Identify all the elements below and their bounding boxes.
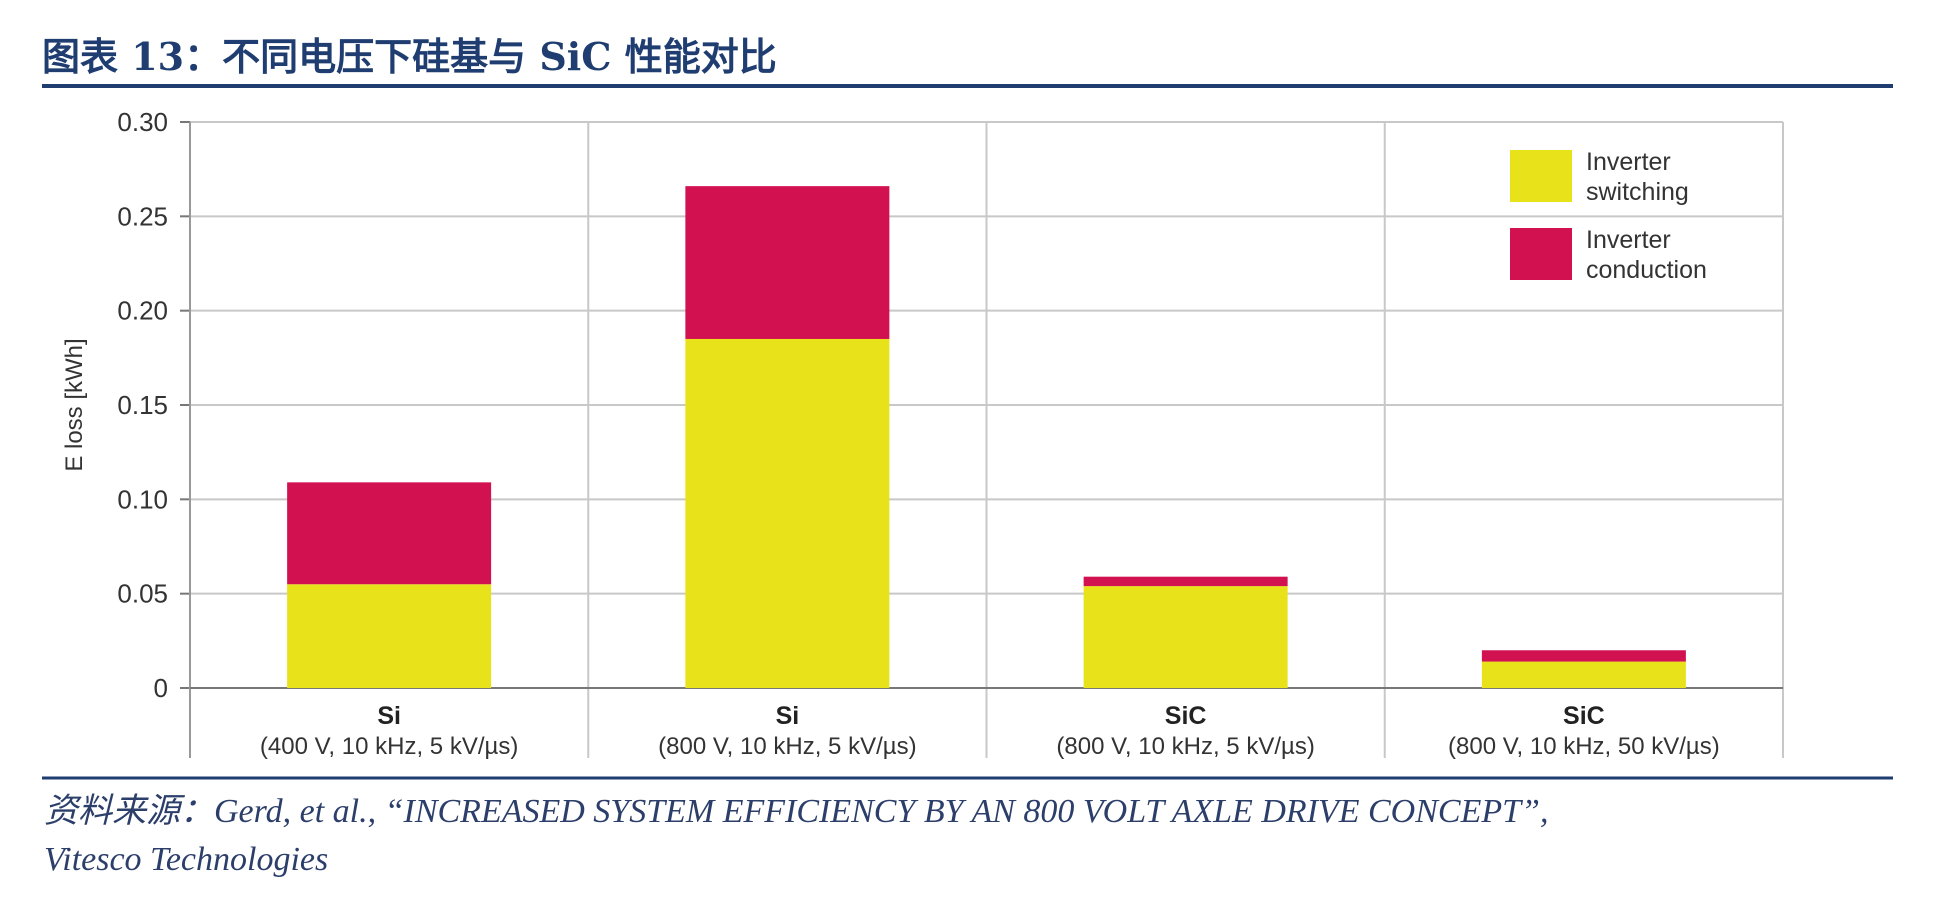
legend-swatch-conduction bbox=[1510, 228, 1572, 280]
category-label-main: Si bbox=[776, 702, 800, 730]
y-tick-label: 0.30 bbox=[117, 107, 168, 137]
plot-area: 0 0.05 0.10 0.15 0.20 0.25 0.30 E loss [kWh] Si (… bbox=[61, 107, 1784, 760]
bar-segment-conduction bbox=[287, 482, 492, 585]
y-tick-label: 0 bbox=[154, 673, 168, 703]
category-label-sub: (400 V, 10 kHz, 5 kV/µs) bbox=[260, 733, 518, 760]
y-tick-label: 0.20 bbox=[117, 296, 168, 326]
y-tick-label: 0.15 bbox=[117, 390, 168, 420]
y-tick-label: 0.10 bbox=[117, 484, 168, 514]
category-label-sub: (800 V, 10 kHz, 5 kV/µs) bbox=[658, 733, 916, 760]
category-label-main: SiC bbox=[1165, 702, 1207, 730]
legend-label: conduction bbox=[1586, 256, 1707, 284]
legend-label: switching bbox=[1586, 178, 1689, 206]
legend-label: Inverter bbox=[1586, 148, 1671, 176]
legend-label: Inverter bbox=[1586, 226, 1671, 254]
bar-segment-conduction bbox=[1481, 650, 1686, 662]
category-label-sub: (800 V, 10 kHz, 5 kV/µs) bbox=[1056, 733, 1314, 760]
category-label-sub: (800 V, 10 kHz, 50 kV/µs) bbox=[1448, 733, 1720, 760]
bar-segment-switching bbox=[287, 584, 492, 688]
bar-segment-switching bbox=[685, 338, 890, 688]
source-line-2: Vitesco Technologies bbox=[44, 841, 328, 878]
bar-segment-conduction bbox=[685, 186, 890, 339]
bar-segment-switching bbox=[1083, 586, 1288, 688]
legend-swatch-switching bbox=[1510, 150, 1572, 202]
bar-segment-switching bbox=[1481, 661, 1686, 688]
figure-title: 图表 13：不同电压下硅基与 SiC 性能对比 bbox=[42, 34, 777, 79]
category-label-main: Si bbox=[377, 702, 401, 730]
y-axis-label: E loss [kWh] bbox=[61, 338, 88, 471]
bar-segment-conduction bbox=[1083, 576, 1288, 587]
y-tick-label: 0.25 bbox=[117, 201, 168, 231]
category-label-main: SiC bbox=[1563, 702, 1605, 730]
y-tick-label: 0.05 bbox=[117, 579, 168, 609]
source-line-1: 资料来源：Gerd, et al., “INCREASED SYSTEM EFF… bbox=[44, 793, 1548, 830]
